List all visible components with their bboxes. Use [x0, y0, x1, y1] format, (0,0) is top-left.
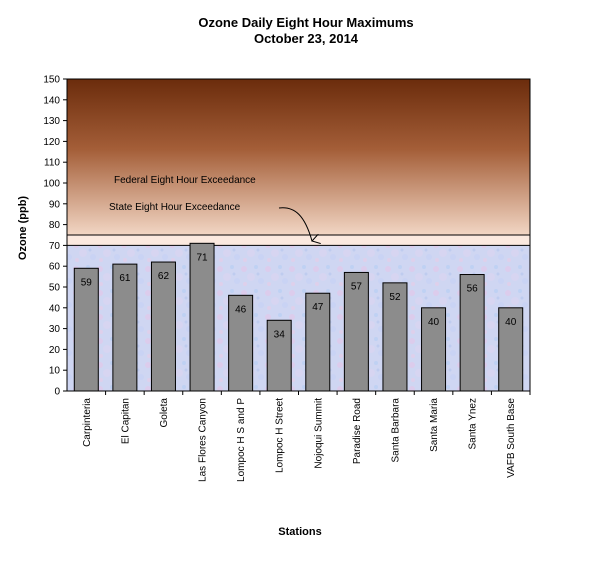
- bar: [343, 271, 369, 392]
- bar-value-label: 40: [428, 317, 440, 328]
- x-category-label: Nojoqui Summit: [313, 398, 324, 469]
- y-tick-label: 140: [43, 95, 60, 106]
- x-category-label: Las Flores Canyon: [198, 398, 209, 482]
- bar-value-label: 46: [235, 304, 247, 315]
- chart-subtitle: October 23, 2014: [253, 31, 359, 46]
- bar: [189, 242, 215, 392]
- x-category-label: Lompoc H Street: [275, 398, 286, 473]
- y-tick-label: 120: [43, 137, 60, 148]
- y-tick-label: 60: [49, 262, 61, 273]
- bar-value-label: 62: [158, 271, 170, 282]
- plot-area-border: [66, 78, 531, 392]
- x-category-label: Santa Ynez: [468, 398, 479, 450]
- chart-title: Ozone Daily Eight Hour Maximums: [198, 15, 414, 30]
- x-category-label: Paradise Road: [352, 398, 363, 464]
- y-tick-label: 10: [49, 366, 61, 377]
- y-tick-label: 40: [49, 303, 61, 314]
- bar: [112, 263, 138, 392]
- bar-value-label: 59: [81, 277, 93, 288]
- x-category-label: Carpinteria: [82, 398, 93, 447]
- bar: [150, 261, 176, 392]
- y-tick-label: 50: [49, 283, 61, 294]
- bar-value-label: 71: [196, 252, 208, 263]
- y-tick-label: 20: [49, 345, 61, 356]
- y-tick-label: 0: [54, 387, 60, 398]
- x-category-label: El Capitan: [120, 398, 131, 444]
- bar: [421, 307, 447, 392]
- x-category-label: Santa Barbara: [390, 398, 401, 463]
- y-tick-label: 80: [49, 220, 61, 231]
- y-tick-label: 100: [43, 179, 60, 190]
- bar: [305, 292, 331, 392]
- bar: [266, 319, 292, 392]
- annotation-arrow: [278, 207, 312, 241]
- bar-value-label: 61: [119, 273, 131, 284]
- x-category-label: Lompoc H S and P: [236, 398, 247, 482]
- federal-exceedance-label: Federal Eight Hour Exceedance: [114, 175, 256, 186]
- x-category-label: Santa Maria: [429, 398, 440, 452]
- exceedance-band: [67, 235, 530, 246]
- y-axis-title: Ozone (ppb): [17, 196, 29, 260]
- bar: [228, 294, 254, 392]
- y-tick-label: 110: [44, 158, 60, 169]
- bar-value-label: 40: [505, 317, 517, 328]
- y-tick-label: 30: [49, 324, 61, 335]
- bar: [459, 274, 485, 392]
- bar-value-label: 56: [467, 284, 479, 295]
- bar-value-label: 34: [274, 329, 286, 340]
- exceedance-zone-background: [67, 79, 530, 235]
- y-tick-label: 150: [43, 75, 60, 86]
- y-tick-label: 90: [49, 199, 61, 210]
- normal-zone-background: [67, 245, 530, 391]
- bar-value-label: 57: [351, 281, 363, 292]
- bar-value-label: 52: [389, 292, 401, 303]
- bar-value-label: 47: [312, 302, 324, 313]
- y-tick-label: 130: [43, 116, 60, 127]
- y-tick-label: 70: [49, 241, 61, 252]
- x-axis-title: Stations: [278, 526, 321, 538]
- x-category-label: Goleta: [159, 398, 170, 428]
- state-exceedance-label: State Eight Hour Exceedance: [109, 202, 241, 213]
- x-category-label: VAFB South Base: [506, 398, 517, 478]
